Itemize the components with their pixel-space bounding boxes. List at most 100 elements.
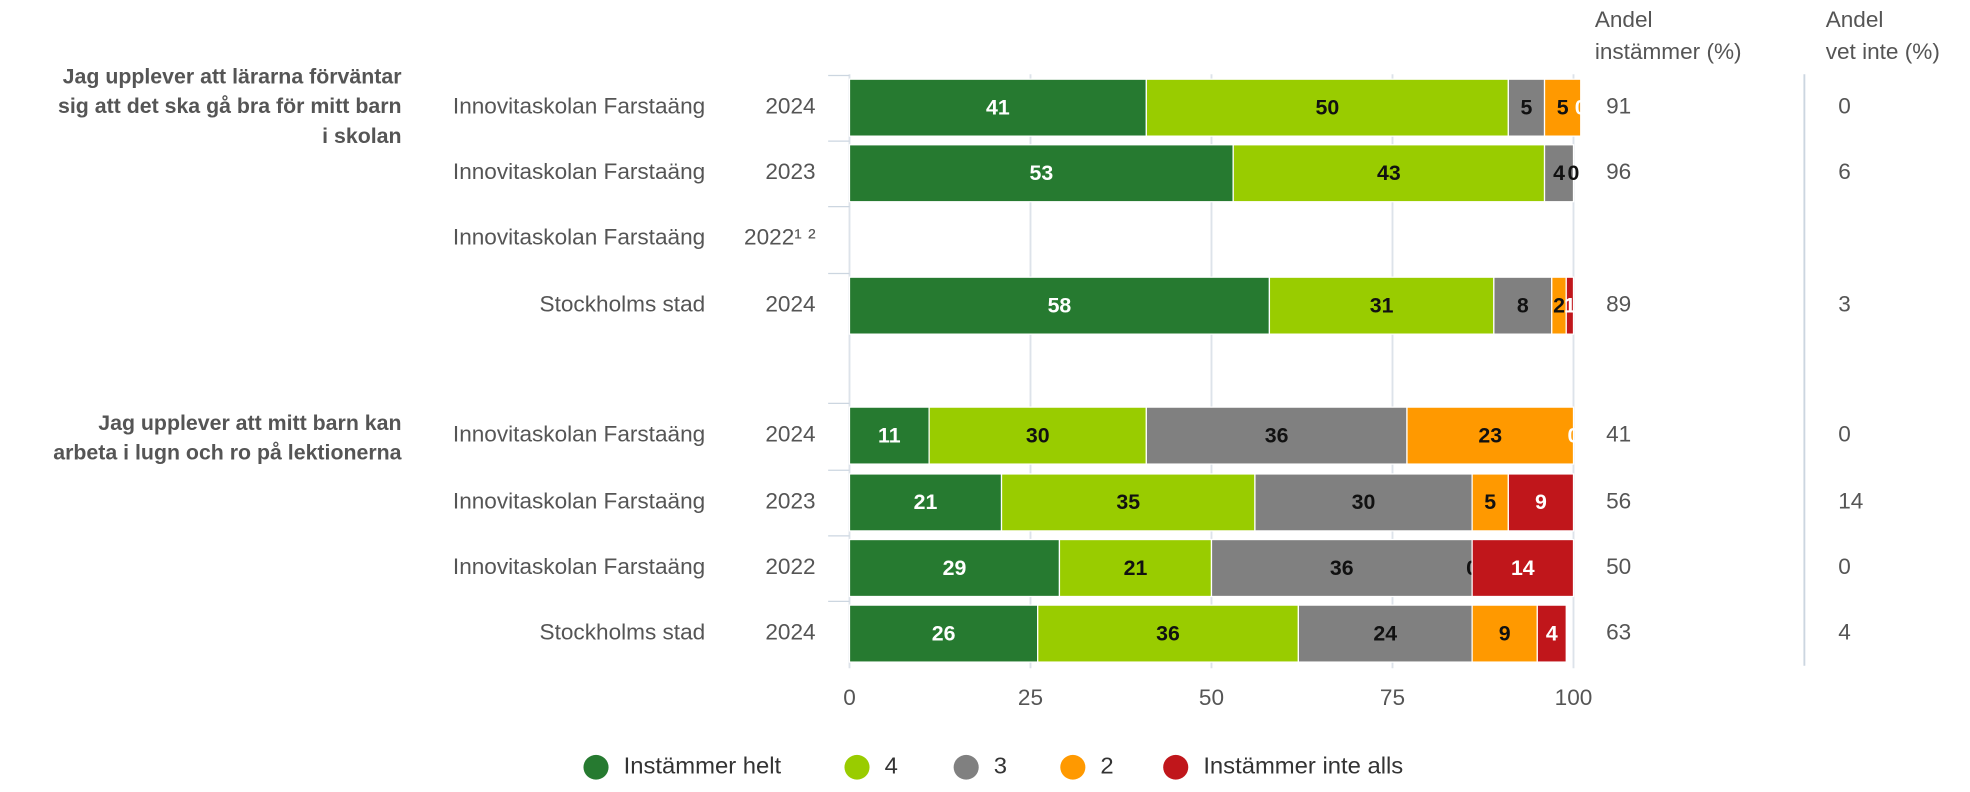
bar-segment <box>848 78 1147 137</box>
column-header: Andel <box>1826 7 1884 32</box>
value-label: 2 <box>1553 295 1565 318</box>
value-label: 29 <box>943 557 967 580</box>
group-label: sig att det ska gå bra för mitt barn <box>58 94 402 118</box>
value-label: 43 <box>1377 162 1401 185</box>
x-tick-label: 25 <box>1018 685 1043 710</box>
year-label: 2024 <box>765 620 815 645</box>
column-value: 50 <box>1606 554 1631 579</box>
value-label: 11 <box>878 425 901 448</box>
column-value: 14 <box>1838 488 1863 513</box>
bar-segment <box>1493 276 1553 335</box>
column-value: 4 <box>1838 620 1851 645</box>
bar-segment <box>1471 604 1538 663</box>
year-label: 2022 <box>765 554 815 579</box>
column-header: vet inte (%) <box>1826 39 1940 64</box>
value-label: 0 <box>1575 97 1587 120</box>
x-tick-label: 50 <box>1199 685 1224 710</box>
value-label: 0 <box>1568 425 1580 448</box>
row-label: Stockholms stad <box>540 292 706 317</box>
bar-segment <box>1145 406 1408 465</box>
x-tick-label: 100 <box>1555 685 1593 710</box>
x-tick-label: 75 <box>1380 685 1405 710</box>
bar-segment <box>1232 144 1546 203</box>
bar-segment <box>848 473 1003 532</box>
legend-label: 3 <box>994 754 1007 780</box>
column-value: 89 <box>1606 292 1631 317</box>
row-label: Innovitaskolan Farstaäng <box>453 422 705 447</box>
legend-marker <box>1060 754 1086 780</box>
value-label: 24 <box>1373 623 1397 646</box>
column-value: 0 <box>1838 94 1851 119</box>
column-value: 41 <box>1606 422 1631 447</box>
bar-segment <box>1058 538 1213 598</box>
bar-segment <box>1543 144 1575 203</box>
column-value: 96 <box>1606 159 1631 184</box>
bar-segment <box>1406 406 1575 465</box>
value-label: 36 <box>1156 623 1180 646</box>
legend-marker <box>844 754 870 780</box>
value-label: 36 <box>1265 425 1289 448</box>
group-label: arbeta i lugn och ro på lektionerna <box>53 441 401 465</box>
bar-segment <box>928 406 1147 465</box>
column-value: 3 <box>1838 292 1851 317</box>
value-label: 50 <box>1315 97 1339 120</box>
bar-segment <box>1297 604 1473 663</box>
bar-segment <box>1254 473 1473 532</box>
bar-segment <box>1000 473 1256 532</box>
column-value: 0 <box>1838 554 1851 579</box>
value-label: 4 <box>1553 162 1565 185</box>
legend-label: Instämmer inte alls <box>1203 754 1403 780</box>
value-label: 31 <box>1370 295 1394 318</box>
column-value: 91 <box>1606 94 1631 119</box>
value-label: 5 <box>1520 97 1532 120</box>
value-label: 30 <box>1026 425 1050 448</box>
group-label: i skolan <box>322 125 401 148</box>
year-label: 2024 <box>765 422 815 447</box>
column-header: Andel <box>1595 7 1653 32</box>
value-label: 23 <box>1478 425 1502 448</box>
year-label: 2024 <box>765 94 815 119</box>
value-label: 0 <box>1568 162 1580 185</box>
bar-segment <box>848 604 1039 663</box>
value-label: 36 <box>1330 557 1354 580</box>
row-label: Innovitaskolan Farstaäng <box>453 554 705 579</box>
column-value: 56 <box>1606 488 1631 513</box>
bar-segment <box>1210 538 1473 598</box>
column-value: 63 <box>1606 620 1631 645</box>
value-label: 21 <box>1124 557 1148 580</box>
group-label: Jag upplever att mitt barn kan <box>98 412 401 435</box>
legend-marker <box>1163 754 1189 780</box>
row-label: Innovitaskolan Farstaäng <box>453 94 705 119</box>
bar-segment <box>1037 604 1299 663</box>
bar-segment <box>1543 78 1582 137</box>
value-label: 30 <box>1352 491 1376 514</box>
column-header: instämmer (%) <box>1595 39 1742 64</box>
bar-segment <box>1268 276 1495 335</box>
row-label: Innovitaskolan Farstaäng <box>453 488 705 513</box>
value-label: 9 <box>1499 623 1511 646</box>
value-label: 9 <box>1535 491 1547 514</box>
x-tick-label: 0 <box>843 685 856 710</box>
bar-segment <box>1471 538 1575 598</box>
value-label: 1 <box>1564 295 1576 318</box>
value-label: 41 <box>986 97 1010 120</box>
year-label: 2022¹ ² <box>744 225 816 250</box>
value-label: 35 <box>1116 491 1140 514</box>
column-value: 0 <box>1838 422 1851 447</box>
group-label: Jag upplever att lärarna förväntar <box>63 66 402 89</box>
column-value: 6 <box>1838 159 1851 184</box>
bar-segment <box>848 144 1234 203</box>
value-label: 14 <box>1511 557 1535 580</box>
value-label: 4 <box>1546 623 1558 646</box>
value-label: 5 <box>1557 97 1569 120</box>
value-label: 58 <box>1048 295 1072 318</box>
legend-marker <box>953 754 979 780</box>
bar-segment <box>1471 473 1509 532</box>
year-label: 2023 <box>765 159 815 184</box>
value-label: 21 <box>914 491 938 514</box>
row-label: Innovitaskolan Farstaäng <box>453 225 705 250</box>
value-label: 8 <box>1517 295 1529 318</box>
value-label: 5 <box>1484 491 1496 514</box>
legend-label: 2 <box>1100 754 1113 780</box>
